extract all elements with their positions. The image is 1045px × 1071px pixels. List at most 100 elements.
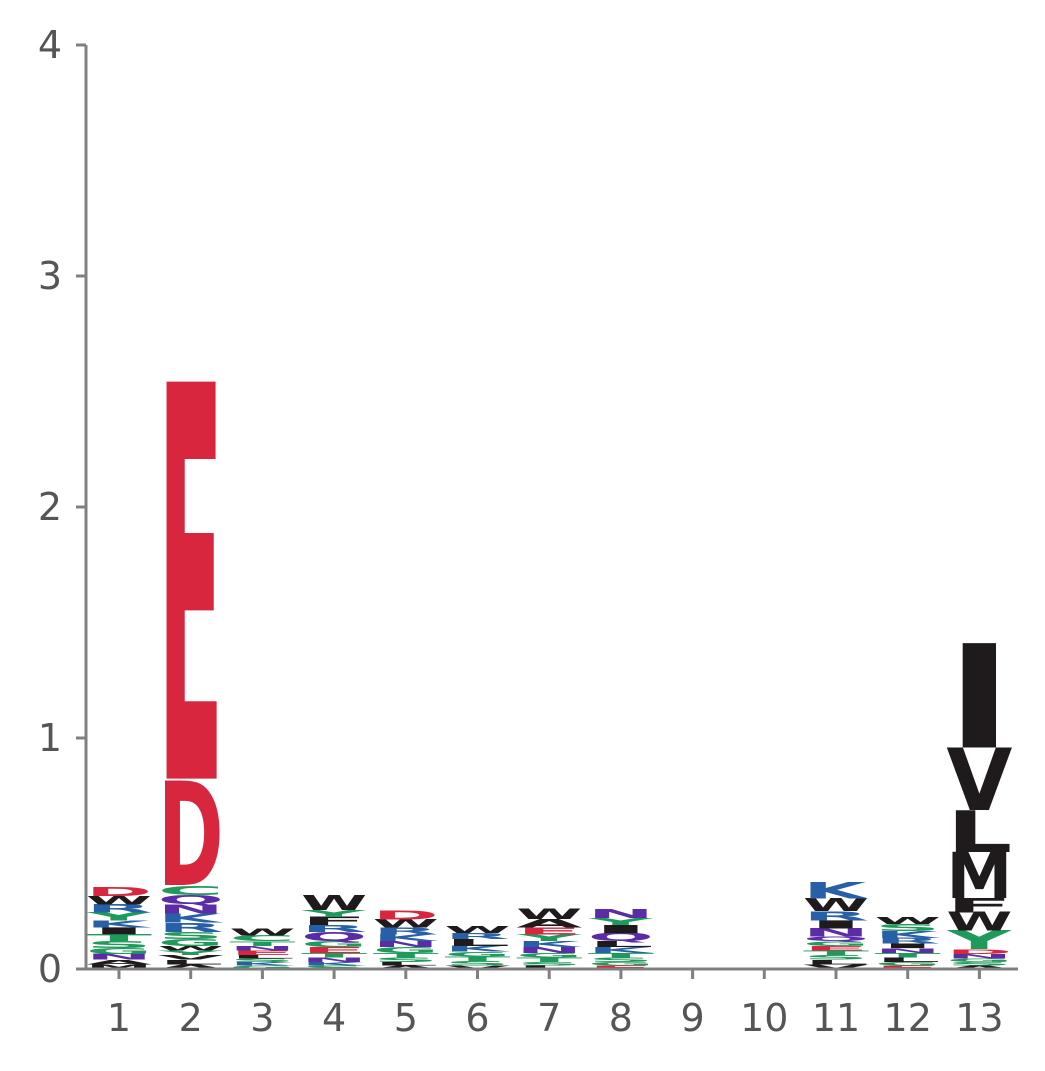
logo-letter-s: S: [301, 965, 367, 971]
logo-letter-k: K: [445, 944, 511, 953]
logo-letter-s: S: [803, 954, 869, 961]
logo-letter-d: D: [158, 753, 224, 920]
x-tick-label: 5: [394, 996, 418, 1040]
logo-letter-g: G: [516, 952, 582, 959]
logo-letter-n: N: [588, 907, 654, 922]
logo-letter-w: W: [373, 917, 439, 930]
logo-letter-l: L: [946, 799, 1012, 866]
x-tick-label: 7: [537, 996, 561, 1040]
logo-letters: MANGSTIKYRWDALVYWGSRKNQCDEGKSLENTCWSKNTE…: [85, 275, 1012, 971]
y-tick-label: 2: [38, 485, 62, 529]
logo-letter-w: W: [946, 907, 1012, 937]
logo-letter-s: S: [588, 956, 654, 963]
logo-letter-r: R: [373, 926, 439, 937]
logo-letter-g: G: [803, 940, 869, 947]
logo-letter-e: E: [803, 945, 869, 952]
x-tick-label: 4: [322, 996, 346, 1040]
logo-letter-n: N: [86, 952, 152, 961]
logo-letter-f: F: [301, 915, 367, 928]
x-axis-ticks: 1 2 3 4 5 6 7 8 9 10 11 12 13: [107, 969, 1004, 1040]
logo-letter-i: I: [875, 942, 941, 949]
logo-letter-v: V: [158, 954, 224, 961]
x-tick-label: 13: [955, 996, 1003, 1040]
logo-letter-g: G: [229, 965, 295, 971]
logo-letter-a: A: [86, 959, 152, 966]
y-tick-label: 1: [38, 716, 62, 760]
logo-letter-c: C: [229, 934, 295, 943]
logo-letter-t: T: [875, 952, 941, 959]
logo-letter-g: G: [588, 961, 654, 967]
logo-letter-r: R: [301, 923, 367, 934]
y-tick-label: 0: [38, 947, 62, 991]
logo-letter-l: L: [588, 940, 654, 949]
logo-letter-n: N: [158, 902, 224, 917]
logo-letter-t: T: [803, 949, 869, 956]
logo-letter-g: G: [373, 946, 439, 955]
logo-letter-n: N: [373, 940, 439, 949]
x-tick-label: 2: [179, 996, 203, 1040]
logo-letter-s: S: [86, 940, 152, 951]
logo-letter-g: G: [86, 947, 152, 956]
logo-letter-c: C: [158, 883, 224, 898]
x-tick-label: 12: [884, 996, 932, 1040]
logo-letter-v: V: [803, 963, 869, 970]
logo-letter-n: N: [301, 956, 367, 963]
x-tick-label: 10: [740, 996, 788, 1040]
logo-letter-g: G: [445, 950, 511, 957]
logo-letter-n: N: [946, 953, 1012, 960]
logo-letter-e: E: [229, 949, 295, 956]
logo-letter-k: K: [588, 945, 654, 954]
logo-letter-y: Y: [516, 932, 582, 943]
logo-letter-d: D: [946, 948, 1012, 955]
logo-letter-s: S: [229, 958, 295, 964]
x-tick-label: 3: [250, 996, 274, 1040]
logo-letter-k: K: [373, 932, 439, 943]
logo-letter-n: N: [803, 926, 869, 939]
logo-letter-r: R: [445, 932, 511, 941]
logo-letter-w: W: [158, 945, 224, 952]
axes: [84, 45, 1018, 971]
logo-letter-l: L: [516, 965, 582, 971]
logo-letter-i: I: [86, 925, 152, 936]
logo-letter-s: S: [445, 960, 511, 967]
logo-letter-w: W: [229, 927, 295, 938]
logo-letter-l: L: [803, 959, 869, 966]
logo-letter-r: R: [803, 909, 869, 924]
logo-letter-t: T: [588, 952, 654, 959]
logo-letter-y: Y: [85, 910, 152, 923]
logo-letter-l: L: [875, 956, 941, 963]
logo-letter-w: W: [875, 915, 941, 926]
y-tick-label: 4: [38, 23, 62, 67]
logo-letter-s: S: [875, 922, 941, 933]
logo-letter-t: T: [373, 952, 439, 959]
logo-letter-t: T: [516, 956, 582, 963]
logo-letter-n: N: [875, 947, 941, 954]
logo-letter-m: M: [946, 840, 1012, 913]
logo-letter-k: K: [229, 961, 295, 967]
logo-letter-s: S: [158, 930, 224, 941]
y-axis-ticks: 0 1 2 3 4: [38, 23, 86, 991]
y-tick-label: 3: [38, 254, 62, 298]
logo-letter-w: W: [445, 924, 511, 935]
logo-letter-a: A: [516, 917, 582, 930]
x-tick-label: 1: [107, 996, 131, 1040]
logo-letter-q: Q: [158, 893, 224, 908]
logo-letter-i: I: [803, 918, 869, 931]
logo-letter-q: Q: [301, 930, 367, 945]
logo-letter-n: N: [229, 945, 295, 952]
logo-letter-e: E: [516, 926, 582, 937]
logo-letter-w: W: [301, 891, 367, 916]
logo-letter-q: Q: [803, 935, 869, 942]
logo-letter-l: L: [373, 961, 439, 967]
logo-letter-k: K: [86, 918, 152, 929]
logo-letter-l: L: [158, 959, 224, 966]
logo-letter-i: I: [588, 923, 654, 936]
logo-letter-e: E: [301, 945, 367, 954]
logo-letter-a: A: [946, 965, 1012, 971]
x-tick-label: 8: [609, 996, 633, 1040]
logo-letter-a: A: [158, 963, 224, 970]
logo-letter-t: T: [229, 940, 295, 947]
logo-letter-w: W: [803, 895, 869, 915]
logo-letter-y: Y: [301, 908, 367, 919]
